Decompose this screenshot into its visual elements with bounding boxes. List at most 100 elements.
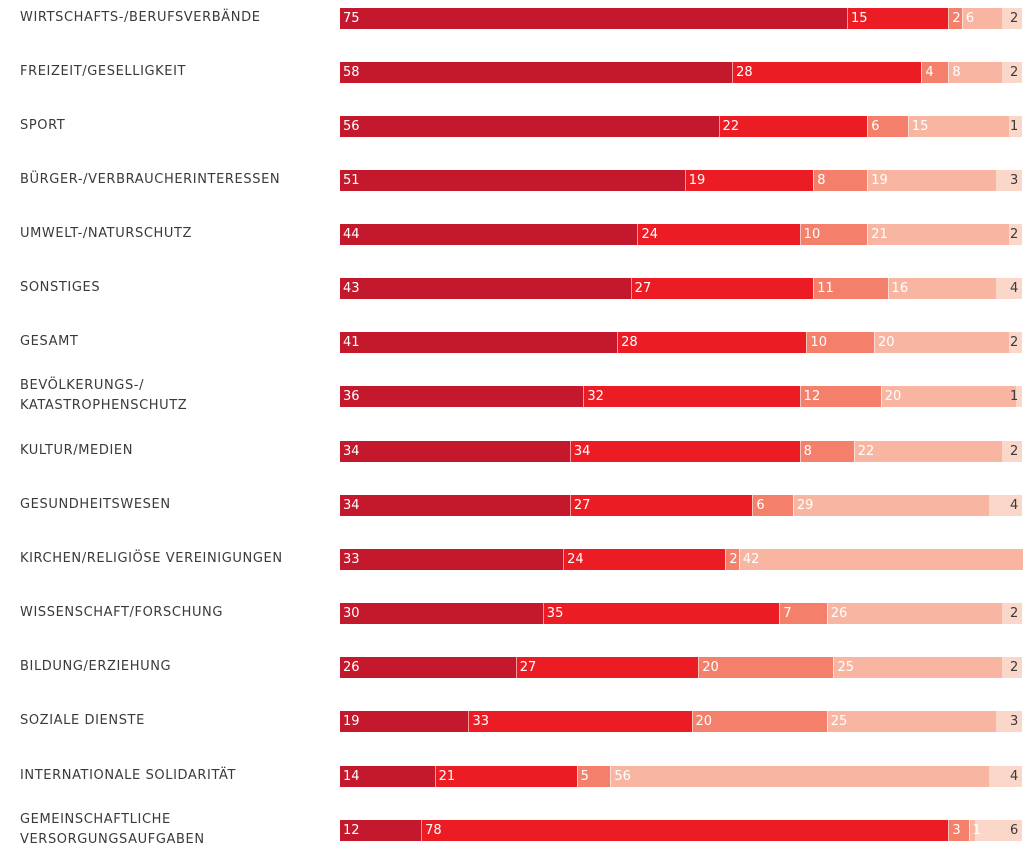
bar-segment: 33 <box>340 548 564 570</box>
category-label: GEMEINSCHAFTLICHE VERSORGUNGSAUFGABEN <box>20 810 338 850</box>
category-label-line: BÜRGER-/VERBRAUCHERINTERESSEN <box>20 172 281 187</box>
data-label: 51 <box>343 172 360 188</box>
data-label: 36 <box>343 388 360 404</box>
category-label: INTERNATIONALE SOLIDARITÄT <box>20 766 338 786</box>
category-label-line: GESUNDHEITSWESEN <box>20 497 171 512</box>
bar-segment: 10 <box>799 223 868 245</box>
category-label: KULTUR/MEDIEN <box>20 441 338 461</box>
category-label: KIRCHEN/RELIGIÖSE VEREINIGUNGEN <box>20 549 338 569</box>
data-label: 24 <box>567 551 584 567</box>
bar-segment: 4 <box>921 61 949 83</box>
data-label: 14 <box>343 768 360 784</box>
bar-segment: 34 <box>569 440 800 462</box>
stacked-bar: 41 28 10 20 <box>340 331 1010 353</box>
data-label: 44 <box>343 226 360 242</box>
bar-segment: 30 <box>340 602 543 624</box>
bar-segment: 44 <box>340 223 638 245</box>
data-label: 21 <box>438 768 456 784</box>
bar-segment: 36 <box>340 385 584 407</box>
data-label: 6 <box>1010 822 1019 838</box>
category-label: WISSENSCHAFT/FORSCHUNG <box>20 603 338 623</box>
category-label-line: SPORT <box>20 118 66 133</box>
data-label: 1 <box>1010 388 1019 404</box>
data-label: 24 <box>641 226 658 242</box>
bar-segment: 22 <box>718 115 868 137</box>
bar-segment: 29 <box>792 494 989 516</box>
data-label: 58 <box>343 64 360 80</box>
data-label: 12 <box>803 388 821 404</box>
stacked-bar: 75 15 2 6 <box>340 7 1003 29</box>
data-label: 20 <box>702 659 719 675</box>
category-label-line: VERSORGUNGSAUFGABEN <box>20 832 205 847</box>
bar-segment: 15 <box>907 115 1010 137</box>
stacked-bar: 33 24 2 42 <box>340 548 1023 570</box>
bar-segment: 19 <box>340 710 469 732</box>
bar-segment: 33 <box>468 710 692 732</box>
bar-segment: 2 <box>725 548 739 570</box>
category-label-line: KULTUR/MEDIEN <box>20 443 134 458</box>
bar-segment: 7 <box>779 602 827 624</box>
data-label: 26 <box>343 659 360 675</box>
data-label: 4 <box>925 64 934 80</box>
data-label: 2 <box>1010 659 1019 675</box>
data-label: 43 <box>343 280 360 296</box>
bar-segment: 25 <box>833 656 1003 678</box>
bar-segment: 42 <box>738 548 1023 570</box>
category-label-line: SOZIALE DIENSTE <box>20 713 145 728</box>
stacked-bar: 58 28 4 8 <box>340 61 1003 83</box>
data-label: 22 <box>722 118 740 134</box>
data-label: 7 <box>783 605 792 621</box>
bar-segment: 16 <box>887 277 996 299</box>
data-label: 33 <box>343 551 360 567</box>
bar-segment: 25 <box>826 710 996 732</box>
category-label-line: GESAMT <box>20 334 79 349</box>
bar-segment: 32 <box>583 385 800 407</box>
bar-segment: 20 <box>874 331 1010 353</box>
bar-segment: 8 <box>813 169 868 191</box>
data-label: 42 <box>742 551 760 567</box>
bar-segment: 6 <box>752 494 793 516</box>
data-label: 25 <box>830 713 848 729</box>
stacked-bar: 36 32 12 20 <box>340 385 1016 407</box>
stacked-bar: 30 35 7 26 <box>340 602 1003 624</box>
data-label: 2 <box>729 551 738 567</box>
data-label: 32 <box>587 388 604 404</box>
data-label: 6 <box>756 497 765 513</box>
data-label: 11 <box>817 280 834 296</box>
data-label: 28 <box>621 334 638 350</box>
data-label: 27 <box>573 497 591 513</box>
data-label: 25 <box>837 659 854 675</box>
bar-segment: 28 <box>617 331 807 353</box>
data-label: 4 <box>1010 280 1019 296</box>
bar-segment: 3 <box>948 819 969 841</box>
data-label: 20 <box>878 334 895 350</box>
bar-segment: 22 <box>853 440 1003 462</box>
category-label: FREIZEIT/GESELLIGKEIT <box>20 62 338 82</box>
bar-segment: 41 <box>340 331 618 353</box>
bar-segment: 15 <box>847 7 949 29</box>
category-label: SOZIALE DIENSTE <box>20 711 338 731</box>
bar-segment: 12 <box>799 385 881 407</box>
bar-segment: 5 <box>576 765 611 787</box>
category-label: WIRTSCHAFTS-/BERUFSVERBÄNDE <box>20 8 338 28</box>
bar-segment: 75 <box>340 7 847 29</box>
data-label: 27 <box>634 280 652 296</box>
stacked-bar: 19 33 20 25 <box>340 710 996 732</box>
stacked-bar: 12 78 3 1 <box>340 819 981 841</box>
category-label: BÜRGER-/VERBRAUCHERINTERESSEN <box>20 170 338 190</box>
data-label: 33 <box>472 713 489 729</box>
data-label: 20 <box>884 388 902 404</box>
data-label: 15 <box>851 10 868 26</box>
data-label: 26 <box>830 605 848 621</box>
bar-segment: 56 <box>340 115 719 137</box>
data-label: 20 <box>695 713 713 729</box>
stacked-bar: 26 27 20 25 <box>340 656 1003 678</box>
bar-segment: 27 <box>630 277 814 299</box>
category-label: GESUNDHEITSWESEN <box>20 495 338 515</box>
bar-segment: 12 <box>340 819 422 841</box>
bar-segment: 27 <box>515 656 699 678</box>
bar-segment: 34 <box>340 494 570 516</box>
data-label: 2 <box>1010 605 1019 621</box>
data-label: 34 <box>573 443 591 459</box>
bar-segment: 24 <box>563 548 726 570</box>
